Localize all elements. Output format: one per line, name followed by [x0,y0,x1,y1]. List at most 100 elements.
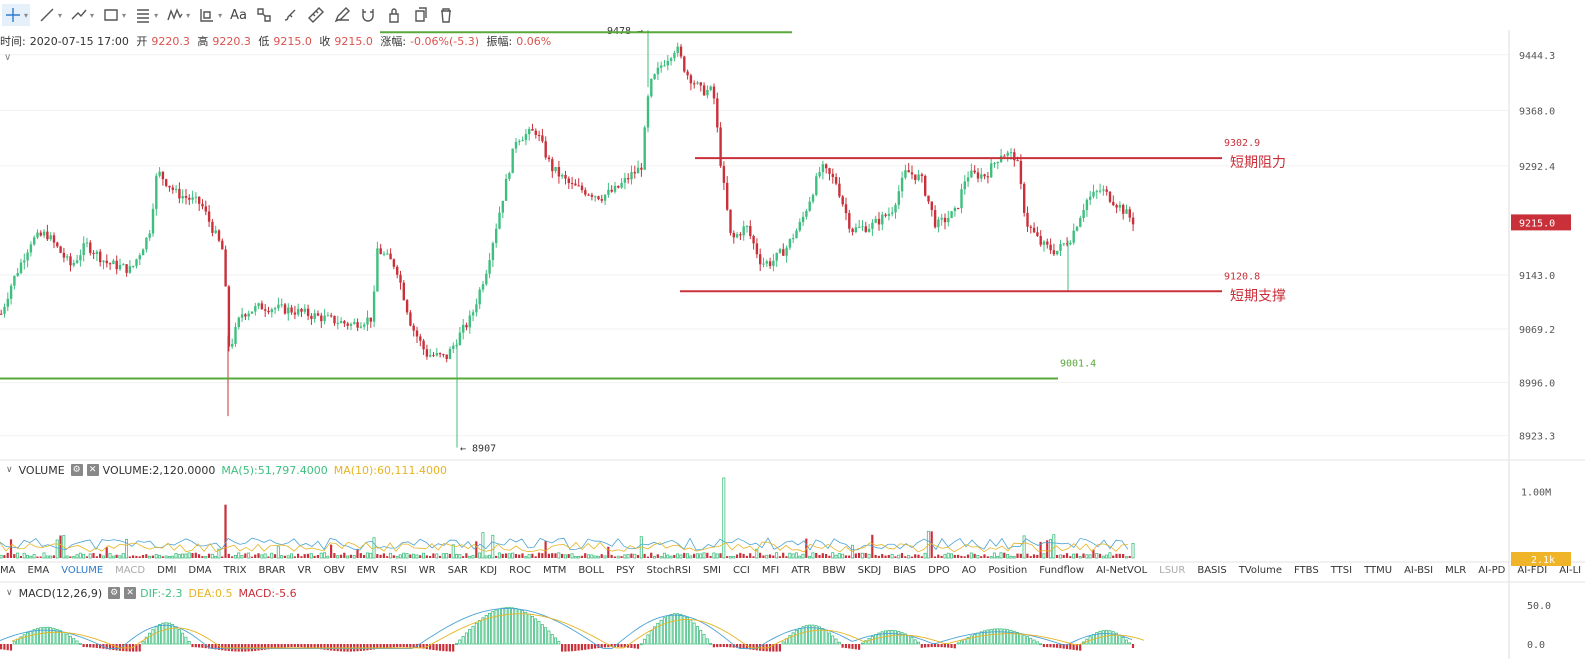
macd-bar [1059,644,1062,649]
volume-bar [174,553,178,559]
indicator-wr[interactable]: WR [418,565,436,576]
indicator-roc[interactable]: ROC [509,565,531,576]
rectangle-tool[interactable]: ▾ [102,4,126,26]
fib-tool[interactable]: ▾ [134,4,158,26]
candle-body [914,174,917,181]
indicator-ttmu[interactable]: TTMU [1364,565,1393,576]
indicator-rsi[interactable]: RSI [390,565,407,576]
chevron-down-icon: ▾ [154,10,159,20]
candle [112,258,115,265]
indicator-position[interactable]: Position [988,565,1028,576]
indicator-bias[interactable]: BIAS [893,565,917,576]
pattern-tool[interactable] [255,4,273,26]
indicator-obv[interactable]: OBV [323,565,345,576]
indicator-mfi[interactable]: MFI [761,565,780,576]
indicator-ema[interactable]: EMA [27,565,50,576]
indicator-ai-li[interactable]: AI-LI [1559,565,1582,576]
indicator-macd[interactable]: MACD [115,565,146,576]
macd-bar [484,615,488,645]
indicator-sar[interactable]: SAR [447,565,468,576]
settings-icon[interactable]: ⚙ [70,464,83,476]
indicator-tvolume[interactable]: TVolume [1238,565,1282,576]
candle [168,185,171,192]
candle [815,173,818,197]
macd-bar [1049,644,1052,648]
copy-tool[interactable] [411,4,429,26]
macd-bar [900,632,904,645]
candle-body [904,170,907,178]
indicator-fundflow[interactable]: Fundflow [1039,565,1085,576]
indicator-smi[interactable]: SMI [703,565,721,576]
candle-body [9,285,13,299]
indicator-ai-bsi[interactable]: AI-BSI [1404,565,1434,576]
volume-bar [95,556,98,558]
indicator-volume[interactable]: VOLUME [61,565,104,576]
macd-bar [794,629,798,645]
pencil-tool[interactable] [333,4,351,26]
indicator-ttsi[interactable]: TTSI [1330,565,1353,576]
candle-body [795,230,798,239]
close-icon[interactable]: ✕ [124,587,137,599]
indicator-emv[interactable]: EMV [356,565,379,576]
lock-tool[interactable] [385,4,403,26]
candle [973,165,976,174]
multi-line-tool[interactable]: ▾ [70,4,94,26]
chevron-down-icon[interactable]: ∨ [6,588,13,598]
indicator-ma[interactable]: MA [0,565,16,576]
indicator-trix[interactable]: TRIX [223,565,247,576]
indicator-dma[interactable]: DMA [188,565,212,576]
brush-tool[interactable] [281,4,299,26]
indicator-basis[interactable]: BASIS [1197,565,1227,576]
candle [396,264,399,279]
candle [204,200,207,216]
volume-bar [49,555,53,559]
settings-icon[interactable]: ⚙ [108,587,121,599]
candle-body [105,260,108,264]
indicator-mtm[interactable]: MTM [542,565,567,576]
indicator-ai-netvol[interactable]: AI-NetVOL [1096,565,1148,576]
volume-last-label: 2.1k [1531,555,1555,566]
indicator-atr[interactable]: ATR [791,565,811,576]
candle [613,182,617,194]
crosshair-tool[interactable]: ▾ [2,4,31,26]
collapse-chevron-icon[interactable]: ∨ [4,52,12,63]
wave-tool[interactable]: ▾ [166,4,190,26]
indicator-skdj[interactable]: SKDJ [857,565,882,576]
macd-bar [1069,644,1072,650]
indicator-stochrsi[interactable]: StochRSI [646,565,691,576]
indicator-ai-fdi[interactable]: AI-FDI [1517,565,1548,576]
candle-body [1009,152,1013,154]
volume-bar [187,552,191,559]
trash-tool[interactable] [437,4,455,26]
indicator-kdj[interactable]: KDJ [479,565,498,576]
macd-bar [211,644,214,649]
ruler-tool[interactable] [307,4,325,26]
indicator-psy[interactable]: PSY [616,565,635,576]
candle [287,303,290,321]
macd-bar [399,644,402,648]
macd-bar [1022,634,1026,645]
indicator-dmi[interactable]: DMI [157,565,177,576]
chevron-down-icon[interactable]: ∨ [6,465,13,475]
candle [610,185,613,193]
macd-bar [755,644,758,651]
indicator-boll[interactable]: BOLL [578,565,605,576]
indicator-ftbs[interactable]: FTBS [1294,565,1319,576]
indicator-lsur[interactable]: LSUR [1159,565,1186,576]
candle [719,122,722,168]
indicator-bbw[interactable]: BBW [822,565,846,576]
indicator-ao[interactable]: AO [961,565,977,576]
text-tool[interactable]: Aa [230,7,247,23]
indicator-cci[interactable]: CCI [732,565,750,576]
indicator-ai-pd[interactable]: AI-PD [1478,565,1506,576]
measure-tool[interactable]: ▾ [198,4,222,26]
indicator-brar[interactable]: BRAR [258,565,286,576]
candle [947,210,950,227]
magnet-tool[interactable] [359,4,377,26]
indicator-mlr[interactable]: MLR [1445,565,1467,576]
indicator-dpo[interactable]: DPO [928,565,950,576]
close-icon[interactable]: ✕ [86,464,99,476]
indicator-vr[interactable]: VR [297,565,312,576]
line-tool[interactable]: ▾ [38,4,62,26]
